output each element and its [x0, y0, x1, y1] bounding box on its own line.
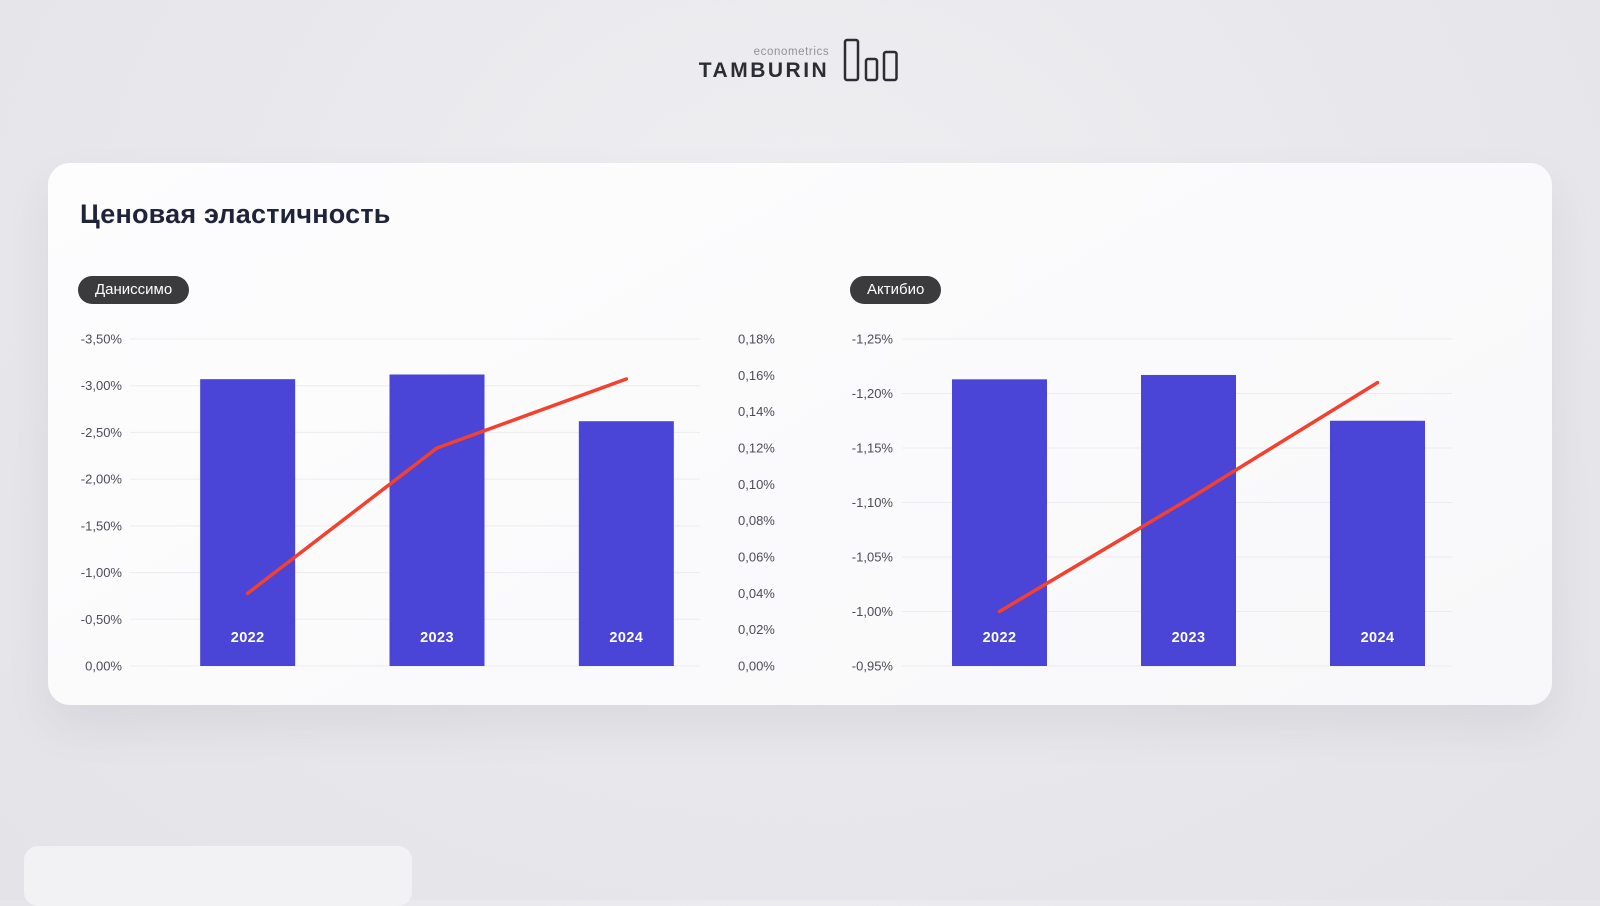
bar-2024 — [1330, 420, 1425, 666]
left-axis-tick-label: 0,00% — [85, 659, 122, 674]
category-label-2024: 2024 — [1361, 630, 1395, 646]
right-axis-tick-label: 0,10% — [738, 477, 775, 492]
bar-2024 — [578, 421, 674, 666]
right-axis-tick-label: 0,16% — [738, 368, 775, 383]
chart-canvas-aktibio: -1,25% -1,20% -1,15% -1,10% -1,05% -1,00% -0,9… — [835, 322, 1495, 688]
right-axis-tick-label: 0,14% — [738, 404, 775, 419]
logo-brand: TAMBURIN — [698, 58, 830, 82]
left-axis-tick-label: -1,25% — [852, 332, 894, 347]
chart-aktibio: Актибио -1,25% -1,20% -1,15% -1,10% -1,05% -1… — [835, 276, 1495, 688]
logo: econometrics TAMBURIN — [0, 38, 1600, 82]
bar-2022 — [200, 379, 296, 666]
left-axis-tick-label: -2,00% — [81, 472, 123, 487]
chart-svg: -3,50% -3,00% -2,50% -2,00% -1,50% -1,00% -0,5… — [81, 332, 776, 674]
left-axis-tick-label: -2,50% — [81, 425, 123, 440]
left-axis-tick-label: -1,00% — [852, 604, 894, 619]
right-axis-tick-label: 0,00% — [738, 659, 775, 674]
chart-canvas-danissimo: -3,50% -3,00% -2,50% -2,00% -1,50% -1,00% -0,5… — [60, 322, 792, 688]
bar-chart-logo-icon — [843, 38, 898, 82]
left-axis-tick-label: -1,50% — [81, 518, 123, 533]
bottom-card-fragment — [24, 846, 412, 906]
bar-2022 — [952, 379, 1047, 666]
category-label-2024: 2024 — [609, 630, 643, 646]
category-label-2023: 2023 — [420, 630, 454, 646]
category-label-2022: 2022 — [231, 630, 265, 646]
left-axis-tick-label: -1,10% — [852, 495, 894, 510]
bar-2023 — [1141, 374, 1236, 666]
chart-danissimo: Даниссимо -3,50% -3,00% -2,50% -2,00% -1,50%… — [60, 276, 792, 688]
logo-text: econometrics TAMBURIN — [699, 46, 829, 82]
left-axis-tick-label: -1,20% — [852, 386, 894, 401]
right-axis-tick-label: 0,04% — [738, 586, 775, 601]
left-axis-tick-label: -0,95% — [852, 659, 894, 674]
left-axis-tick-label: -1,00% — [81, 565, 123, 580]
left-axis-tick-label: -0,50% — [81, 612, 123, 627]
left-axis-tick-label: -1,05% — [852, 550, 894, 565]
left-axis-tick-label: -3,00% — [81, 378, 123, 393]
category-label-2022: 2022 — [983, 630, 1017, 646]
report-card: Ценовая эластичность Даниссимо -3,50% -3,… — [48, 163, 1552, 705]
left-axis-tick-label: -3,50% — [81, 332, 123, 347]
right-axis-tick-label: 0,02% — [738, 622, 775, 637]
bar-2023 — [389, 374, 485, 666]
right-axis-tick-label: 0,12% — [738, 441, 775, 456]
chart-svg: -1,25% -1,20% -1,15% -1,10% -1,05% -1,00% -0,9… — [852, 332, 1452, 674]
chart-badge-danissimo: Даниссимо — [78, 276, 190, 304]
right-axis-tick-label: 0,06% — [738, 550, 775, 565]
chart-badge-aktibio: Актибио — [850, 276, 942, 304]
right-axis-tick-label: 0,08% — [738, 513, 775, 528]
trend-line — [997, 380, 1380, 614]
page-title: Ценовая эластичность — [80, 199, 391, 229]
right-axis-tick-label: 0,18% — [738, 332, 775, 347]
left-axis-tick-label: -1,15% — [852, 441, 894, 456]
trend-line — [245, 377, 629, 596]
logo-eyebrow: econometrics — [753, 46, 830, 59]
category-label-2023: 2023 — [1172, 630, 1206, 646]
